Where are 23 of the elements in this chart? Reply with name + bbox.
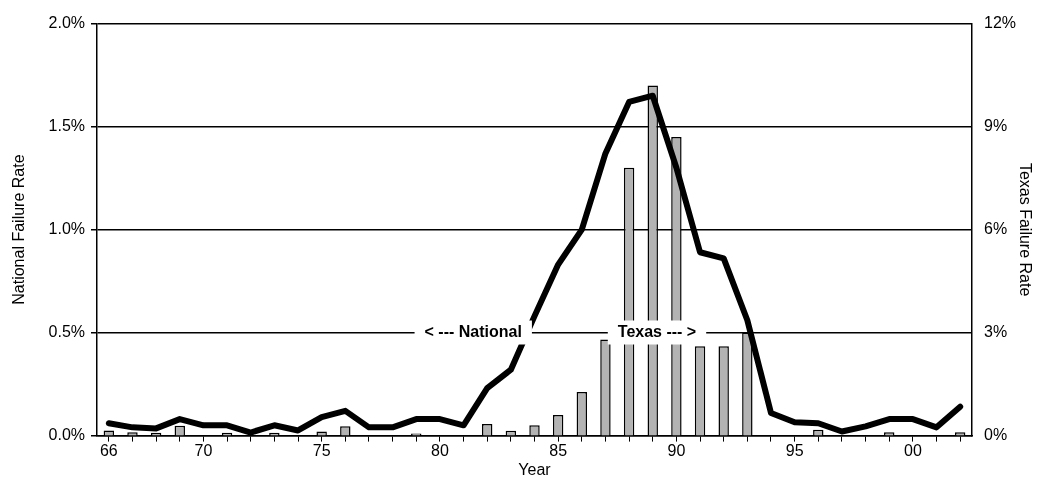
- x-tick-label: 00: [903, 441, 922, 459]
- x-tick-label: 85: [549, 441, 568, 459]
- y-tick-label: 1.5%: [48, 117, 85, 135]
- y2-tick-label: 6%: [984, 220, 1008, 238]
- x-tick-label: 66: [99, 441, 118, 459]
- y-axis-title: National Failure Rate: [10, 154, 28, 305]
- x-tick-label: 70: [194, 441, 213, 459]
- y-tick-label: 1.0%: [48, 220, 85, 238]
- y-tick-label: 2.0%: [48, 14, 85, 32]
- y-tick-label: 0.0%: [48, 426, 85, 444]
- y-tick-label: 0.5%: [48, 323, 85, 341]
- y2-axis-title: Texas Failure Rate: [1016, 162, 1034, 297]
- x-axis-title: Year: [518, 460, 552, 478]
- x-tick-label: 95: [785, 441, 804, 459]
- x-tick-label: 75: [312, 441, 331, 459]
- x-tick-label: 90: [667, 441, 686, 459]
- y2-tick-label: 9%: [984, 117, 1008, 135]
- annotation: Texas --- >: [617, 323, 697, 341]
- y2-tick-label: 0%: [984, 426, 1008, 444]
- y2-tick-label: 3%: [984, 323, 1008, 341]
- y2-tick-label: 12%: [984, 14, 1017, 32]
- x-tick-label: 80: [431, 441, 449, 459]
- annotation: < --- National: [424, 323, 522, 341]
